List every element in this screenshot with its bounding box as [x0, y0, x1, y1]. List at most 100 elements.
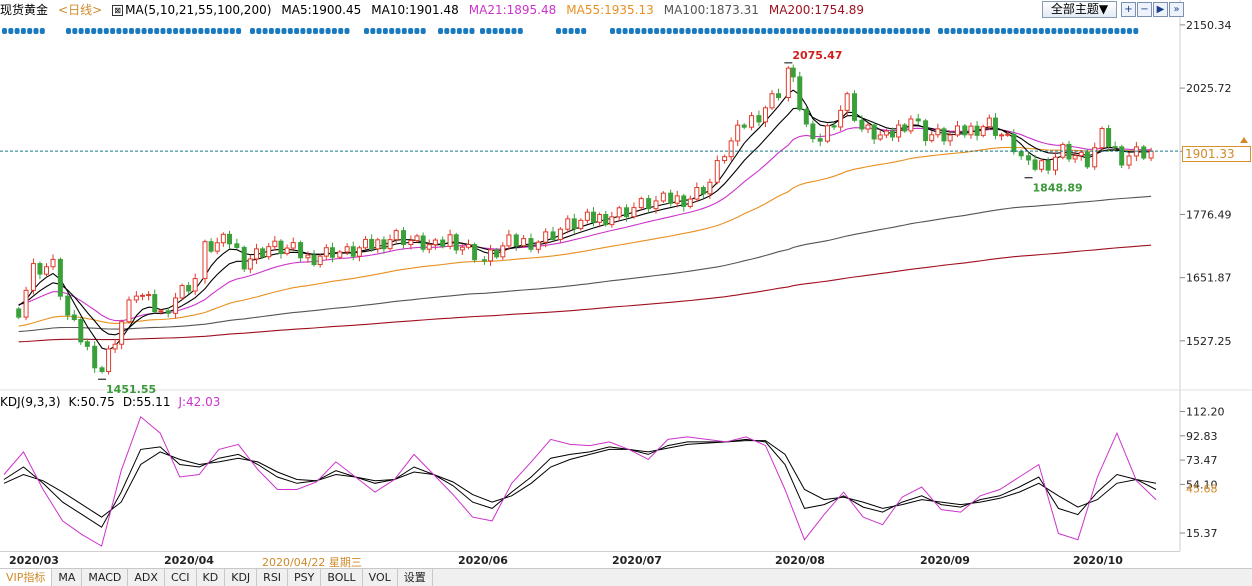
candle[interactable]	[597, 212, 603, 228]
candle[interactable]	[935, 123, 941, 138]
candle[interactable]	[810, 120, 816, 143]
candle[interactable]	[896, 119, 902, 143]
candle[interactable]	[208, 238, 214, 254]
event-dot[interactable]	[799, 28, 804, 34]
event-dot[interactable]	[698, 28, 704, 34]
candle[interactable]	[521, 235, 527, 248]
candle[interactable]	[202, 239, 208, 284]
candle[interactable]	[290, 237, 296, 252]
event-dot[interactable]	[654, 28, 660, 34]
event-dot[interactable]	[780, 28, 786, 34]
candle[interactable]	[871, 121, 877, 145]
event-dot[interactable]	[710, 28, 716, 34]
event-dot[interactable]	[1007, 28, 1013, 34]
candle[interactable]	[1126, 152, 1132, 170]
candle[interactable]	[1026, 152, 1032, 166]
candle[interactable]	[908, 115, 914, 134]
event-dot[interactable]	[849, 28, 855, 34]
event-dot[interactable]	[27, 28, 33, 34]
event-dot[interactable]	[287, 28, 293, 34]
event-dot[interactable]	[517, 28, 523, 34]
event-dot[interactable]	[39, 28, 45, 34]
candle[interactable]	[728, 137, 734, 161]
event-dot[interactable]	[129, 28, 134, 34]
candle[interactable]	[968, 122, 974, 139]
candle[interactable]	[762, 105, 768, 127]
event-dot[interactable]	[72, 28, 78, 34]
candle[interactable]	[323, 244, 329, 261]
event-dot[interactable]	[256, 28, 262, 34]
tab-kdj[interactable]: KDJ	[225, 569, 258, 586]
candle[interactable]	[1072, 150, 1078, 164]
event-dot[interactable]	[331, 28, 337, 34]
candle[interactable]	[99, 365, 105, 374]
event-dot[interactable]	[486, 28, 492, 34]
event-dot[interactable]	[1057, 28, 1063, 34]
event-dot[interactable]	[389, 28, 395, 34]
event-dot[interactable]	[1095, 28, 1101, 34]
event-dot[interactable]	[382, 28, 388, 34]
event-dot[interactable]	[364, 28, 369, 34]
candle[interactable]	[420, 232, 426, 253]
candle[interactable]	[735, 120, 741, 146]
candle[interactable]	[941, 126, 947, 145]
event-dot[interactable]	[912, 28, 918, 34]
candle[interactable]	[92, 341, 98, 373]
event-dot[interactable]	[1051, 28, 1057, 34]
candle[interactable]	[465, 239, 471, 250]
event-dot[interactable]	[792, 28, 798, 34]
event-dot[interactable]	[300, 28, 306, 34]
event-dot[interactable]	[438, 28, 443, 34]
event-dot[interactable]	[742, 28, 748, 34]
candle[interactable]	[817, 133, 823, 147]
event-dot[interactable]	[950, 28, 956, 34]
event-dot[interactable]	[20, 28, 26, 34]
candle[interactable]	[43, 263, 49, 277]
candle[interactable]	[653, 195, 659, 214]
candle[interactable]	[37, 261, 43, 280]
event-dot[interactable]	[862, 28, 867, 34]
event-dot[interactable]	[217, 28, 223, 34]
candle[interactable]	[50, 254, 56, 270]
candle[interactable]	[1045, 157, 1051, 175]
event-dot[interactable]	[250, 28, 255, 34]
event-dot[interactable]	[2, 28, 7, 34]
candle[interactable]	[929, 131, 935, 143]
event-dot[interactable]	[498, 28, 504, 34]
event-dot[interactable]	[899, 28, 905, 34]
tab-psy[interactable]: PSY	[288, 569, 322, 586]
event-dot[interactable]	[723, 28, 729, 34]
candle[interactable]	[375, 237, 381, 253]
candle[interactable]	[992, 112, 998, 140]
event-dot[interactable]	[492, 28, 498, 34]
candle[interactable]	[494, 247, 500, 259]
event-dot[interactable]	[294, 28, 300, 34]
event-dot[interactable]	[982, 28, 988, 34]
event-dot[interactable]	[679, 28, 685, 34]
candle[interactable]	[57, 257, 63, 301]
candle[interactable]	[852, 90, 858, 123]
candle[interactable]	[741, 123, 747, 130]
candle[interactable]	[440, 236, 446, 249]
candle[interactable]	[631, 202, 637, 219]
event-dot[interactable]	[236, 28, 242, 34]
event-dot[interactable]	[568, 28, 574, 34]
candle[interactable]	[557, 227, 563, 243]
candle[interactable]	[146, 291, 152, 301]
event-dot[interactable]	[223, 28, 229, 34]
candle[interactable]	[350, 241, 356, 261]
tab-vol[interactable]: VOL	[363, 569, 398, 586]
event-dot[interactable]	[401, 28, 407, 34]
event-dot[interactable]	[610, 28, 615, 34]
event-dot[interactable]	[444, 28, 450, 34]
event-dot[interactable]	[729, 28, 735, 34]
candle[interactable]	[890, 127, 896, 142]
event-dot[interactable]	[786, 28, 792, 34]
event-dot[interactable]	[836, 28, 842, 34]
event-dot[interactable]	[1013, 28, 1019, 34]
candle[interactable]	[513, 232, 519, 251]
event-dot[interactable]	[880, 28, 886, 34]
candle[interactable]	[71, 309, 77, 322]
candle[interactable]	[186, 282, 192, 295]
period-selector[interactable]: <日线>	[58, 3, 103, 17]
